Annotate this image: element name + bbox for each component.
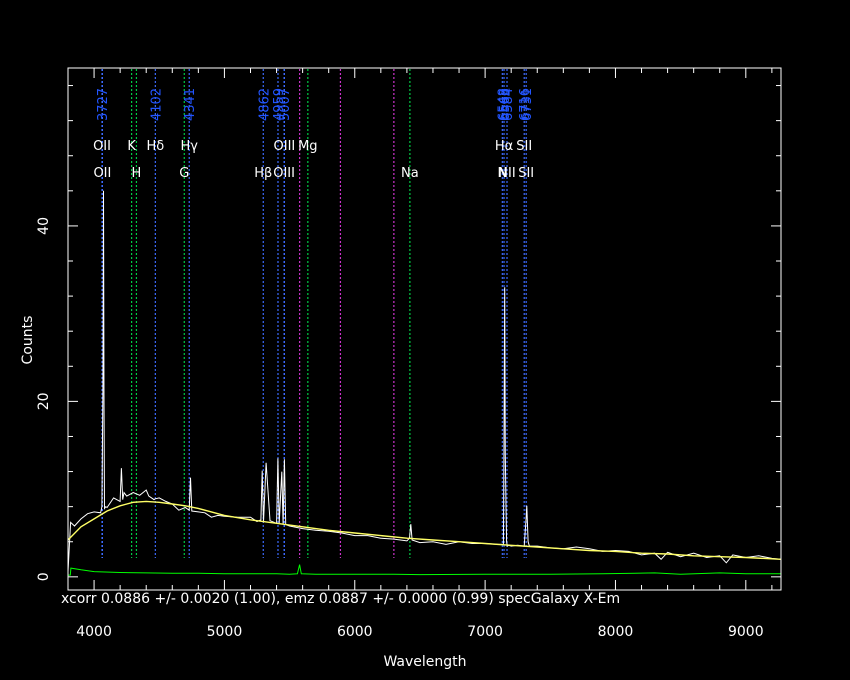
line-name-label: OII bbox=[93, 166, 111, 181]
line-name-label: SII bbox=[516, 139, 532, 154]
redshift-summary: xcorr 0.0886 +/- 0.0020 (1.00), emz 0.08… bbox=[61, 591, 620, 607]
line-wavelength-label: 6563 bbox=[498, 88, 513, 121]
series-flux bbox=[67, 190, 782, 572]
line-name-label: N bbox=[497, 166, 507, 181]
line-wavelength-label: 5007 bbox=[278, 88, 293, 121]
y-tick-label: 20 bbox=[36, 392, 52, 410]
line-name-label: Hγ bbox=[180, 139, 198, 154]
line-markers bbox=[101, 69, 527, 558]
series-error bbox=[68, 564, 781, 576]
line-name-label: OII bbox=[93, 139, 111, 154]
line-name-label: Hδ bbox=[146, 139, 164, 154]
series-model bbox=[67, 500, 782, 560]
x-tick-label: 9000 bbox=[728, 624, 764, 640]
y-axis-label: Counts bbox=[20, 316, 36, 365]
line-wavelength-label: 3727 bbox=[96, 88, 111, 121]
line-name-label: OIII bbox=[273, 166, 295, 181]
line-wavelength-label: 6731 bbox=[520, 88, 535, 121]
line-name-label: Hβ bbox=[254, 166, 272, 181]
x-tick-label: 8000 bbox=[598, 624, 634, 640]
series-layer bbox=[67, 190, 782, 576]
line-wavelength-label: 4102 bbox=[149, 88, 164, 121]
line-wavelength-label: 6584 bbox=[501, 88, 516, 121]
line-wavelength-label: 4959 bbox=[272, 88, 287, 121]
line-name-label: H bbox=[132, 166, 142, 181]
y-tick-label: 0 bbox=[36, 572, 52, 581]
line-wavelength-label: 6716 bbox=[518, 88, 533, 121]
line-wavelength-label: 4341 bbox=[183, 88, 198, 121]
x-tick-label: 4000 bbox=[76, 624, 112, 640]
axis-ticks: 4000 5000 6000 7000 8000 9000 0 20 40 bbox=[36, 68, 781, 640]
x-tick-label: 6000 bbox=[337, 624, 373, 640]
x-axis-label: Wavelength bbox=[383, 654, 466, 670]
line-name-label: G bbox=[179, 166, 189, 181]
line-labels: OII 3727 OII KH Hδ 4102 G Hγ 4341 Hβ 4862 4959 OIII 5… bbox=[93, 88, 535, 181]
line-wavelength-label: 6548 bbox=[496, 88, 511, 121]
line-name-label: OIII bbox=[274, 139, 296, 154]
line-name-label: Mg bbox=[298, 139, 317, 154]
y-tick-label: 40 bbox=[36, 217, 52, 235]
line-name-label: SII bbox=[518, 166, 534, 181]
x-tick-label: 7000 bbox=[467, 624, 503, 640]
line-name-label: Hα bbox=[495, 139, 513, 154]
line-name-label: Na bbox=[401, 166, 419, 181]
x-tick-label: 5000 bbox=[207, 624, 243, 640]
line-wavelength-label: 4862 bbox=[257, 88, 272, 121]
line-name-label: K bbox=[127, 139, 136, 154]
line-name-label: NII bbox=[498, 166, 515, 181]
plot-frame bbox=[67, 67, 782, 591]
